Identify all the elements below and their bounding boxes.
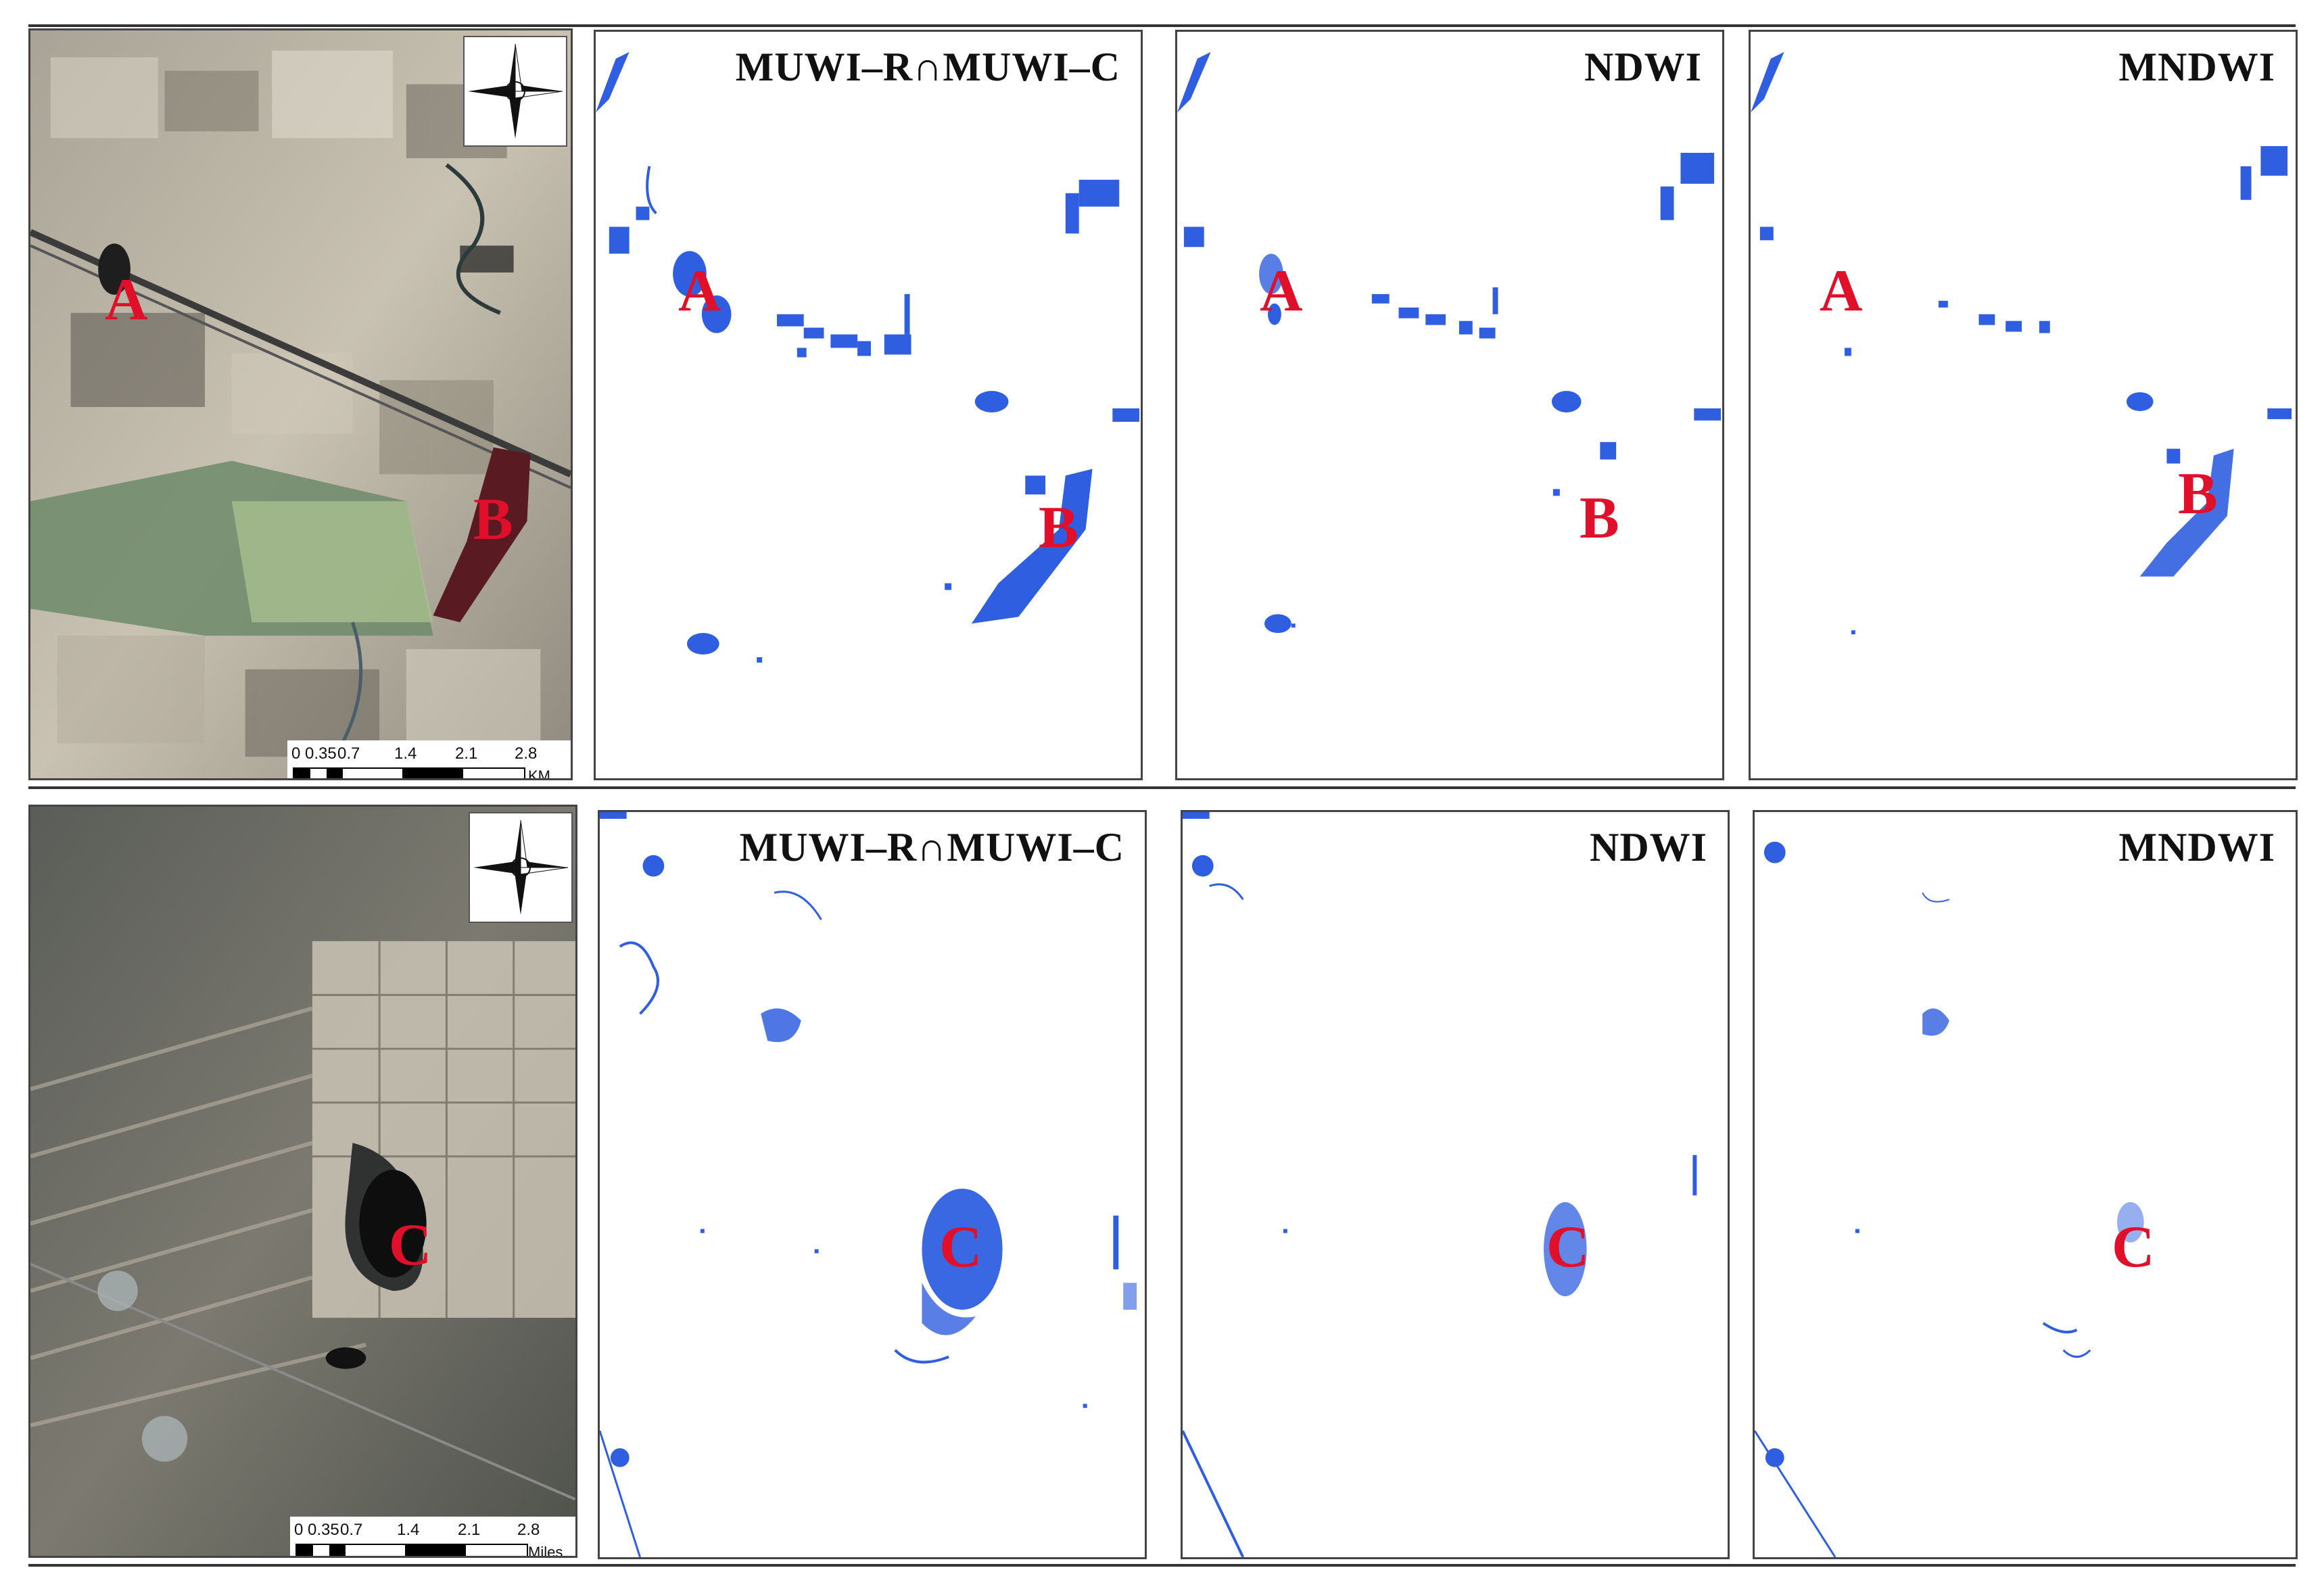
scale-tick: 1.4 bbox=[397, 1521, 420, 1539]
panel-title: NDWI bbox=[1589, 825, 1707, 870]
compass-rose bbox=[463, 36, 567, 147]
water-extent-map bbox=[600, 812, 1137, 1557]
scale-tick: 2.1 bbox=[458, 1521, 481, 1539]
water-extent-map bbox=[1751, 51, 2292, 635]
middle-rule bbox=[28, 786, 2296, 789]
satellite-image-row2: C 0 0.35 0.7 1.4 2.1 2.8 Miles bbox=[28, 805, 577, 1558]
panel-title: MUWI–R∩MUWI–C bbox=[735, 45, 1120, 89]
site-label-c: C bbox=[389, 1212, 432, 1278]
panel-title: MNDWI bbox=[2118, 825, 2275, 870]
panel-title: NDWI bbox=[1584, 45, 1702, 89]
scale-tick: 2.8 bbox=[517, 1521, 540, 1539]
water-map-mndwi-row2: MNDWI C bbox=[1753, 810, 2298, 1559]
satellite-image-row1: A B 0 0.35 0.7 1.4 2.1 2.8 KM bbox=[28, 28, 573, 780]
scale-bar-graphic bbox=[295, 1544, 528, 1556]
water-map-mndwi-row1: MNDWI A B bbox=[1749, 30, 2298, 780]
site-label-c: C bbox=[939, 1214, 982, 1280]
water-extent-map bbox=[1755, 841, 2144, 1557]
water-extent-map bbox=[596, 51, 1140, 663]
site-label-a: A bbox=[105, 267, 148, 333]
panel-title: MNDWI bbox=[2118, 45, 2275, 89]
site-label-b: B bbox=[473, 487, 513, 552]
bottom-rule bbox=[28, 1564, 2296, 1567]
water-map-muwi-row1: MUWI–R∩MUWI–C A B bbox=[594, 30, 1143, 780]
north-arrow-compass-icon bbox=[468, 43, 563, 139]
scale-bar: 0 0.35 0.7 1.4 2.1 2.8 Miles bbox=[290, 1517, 575, 1558]
scale-tick: 0.35 bbox=[305, 744, 337, 763]
satellite-imagery bbox=[30, 807, 575, 1556]
scale-tick: 0.35 bbox=[308, 1521, 339, 1539]
water-extent-map bbox=[1183, 812, 1697, 1557]
top-rule bbox=[28, 24, 2296, 27]
satellite-imagery bbox=[30, 30, 571, 778]
scale-tick: 0 bbox=[291, 744, 301, 763]
site-label-c: C bbox=[1546, 1214, 1590, 1280]
compass-rose bbox=[469, 812, 573, 923]
water-extent-map bbox=[1177, 51, 1722, 634]
scale-tick: 2.8 bbox=[515, 744, 538, 763]
panel-title: MUWI–R∩MUWI–C bbox=[739, 825, 1124, 870]
scale-tick: 0.7 bbox=[340, 1521, 363, 1539]
scale-bar: 0 0.35 0.7 1.4 2.1 2.8 KM bbox=[287, 740, 571, 780]
site-label-a: A bbox=[1260, 258, 1303, 324]
site-label-b: B bbox=[2178, 461, 2218, 527]
scale-unit: Miles bbox=[528, 1544, 563, 1558]
water-map-ndwi-row1: NDWI A B bbox=[1175, 30, 1724, 780]
scale-tick: 0 bbox=[294, 1521, 304, 1539]
scale-tick: 1.4 bbox=[394, 744, 417, 763]
north-arrow-compass-icon bbox=[473, 820, 569, 915]
site-label-a: A bbox=[678, 258, 721, 324]
scale-tick: 0.7 bbox=[337, 744, 360, 763]
scale-tick: 2.1 bbox=[455, 744, 478, 763]
scale-bar-graphic bbox=[293, 767, 525, 778]
scale-ticks: 0 0.35 0.7 1.4 2.1 2.8 bbox=[290, 1521, 575, 1541]
site-label-b: B bbox=[1039, 495, 1078, 561]
scale-ticks: 0 0.35 0.7 1.4 2.1 2.8 bbox=[287, 744, 571, 765]
water-map-muwi-row2: MUWI–R∩MUWI–C C bbox=[598, 810, 1147, 1559]
scale-unit: KM bbox=[528, 767, 550, 780]
site-label-a: A bbox=[1820, 258, 1863, 324]
site-label-c: C bbox=[2112, 1214, 2155, 1280]
site-label-b: B bbox=[1580, 485, 1619, 551]
water-map-ndwi-row2: NDWI C bbox=[1181, 810, 1730, 1559]
